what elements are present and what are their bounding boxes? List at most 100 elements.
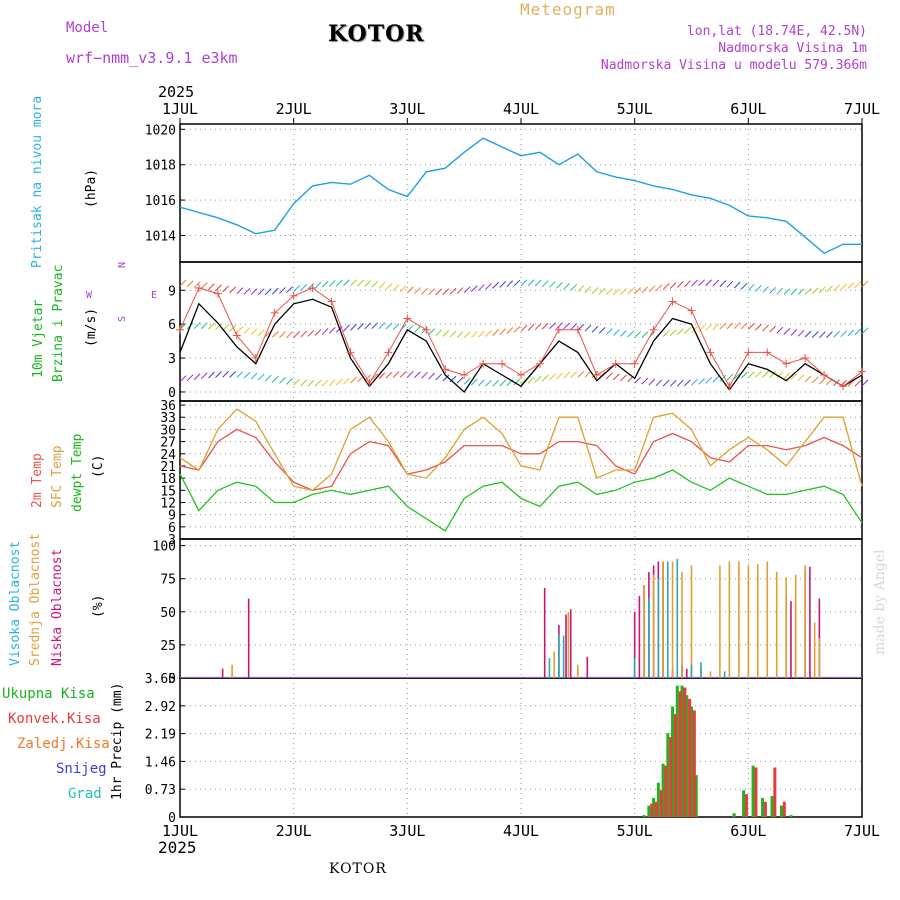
wind-barb — [726, 280, 734, 288]
wind-barb — [655, 379, 663, 387]
wind-barb — [421, 287, 428, 295]
xtick-top: 3JUL — [389, 100, 425, 118]
ytick-label: 0 — [168, 386, 176, 401]
wind-gust-marker — [763, 348, 772, 357]
wind-barb — [705, 279, 713, 287]
wind-barb — [740, 371, 748, 379]
wind-barb — [605, 288, 613, 295]
ytick-label: 33 — [160, 411, 176, 426]
wind-barb — [534, 279, 542, 287]
wind-barb — [272, 330, 279, 338]
wind-barb — [478, 284, 485, 291]
wind-barb — [747, 283, 755, 291]
wind-barb — [414, 287, 421, 294]
model-name: wrf−nmm_v3.9.1 e3km — [66, 49, 238, 67]
wind-barb — [776, 326, 784, 334]
wind-barb — [492, 329, 499, 336]
wind-barb — [620, 288, 627, 296]
model-label: Model — [66, 20, 109, 36]
wind-barb — [747, 371, 755, 379]
wind-barb — [698, 377, 705, 385]
wind-barb — [776, 371, 784, 379]
wind-barb — [861, 379, 869, 387]
wind-barb — [492, 281, 499, 289]
wind-barb — [527, 279, 535, 287]
wind-barb — [392, 323, 400, 330]
wind-barb — [684, 280, 691, 288]
wind-barb — [286, 378, 293, 385]
precip-bar-convective — [664, 765, 668, 817]
wind-barb — [328, 379, 336, 387]
wind-barb — [272, 375, 279, 383]
wind-barb — [797, 374, 805, 382]
precip-bar-convective — [669, 737, 673, 817]
wind-barb — [193, 322, 201, 330]
wind-barb — [243, 287, 251, 295]
wind-gust-marker — [782, 359, 791, 368]
ytick-label: 24 — [160, 448, 176, 463]
ytick-label: 3 — [168, 533, 176, 548]
panel-frame-precip — [179, 677, 863, 818]
wind-barb — [229, 325, 237, 332]
wind-barb — [613, 373, 620, 381]
wind-barb — [584, 324, 592, 332]
station-title: KOTOR — [328, 21, 425, 47]
ytick-label: 0 — [168, 811, 176, 826]
wind-barb — [321, 328, 329, 335]
wind-barb — [428, 288, 435, 295]
wind-barb — [186, 374, 194, 382]
wind-barb — [712, 279, 720, 287]
ytick-label: 25 — [160, 639, 176, 654]
compass-n: N — [117, 262, 128, 268]
ytick-label: 1016 — [145, 194, 176, 209]
wind-gust-marker — [630, 359, 639, 368]
wind-barb — [293, 285, 301, 292]
temp-sfc-line — [179, 408, 863, 492]
wind-barb — [406, 370, 414, 378]
wind-barb — [648, 378, 656, 386]
precip-bar-total — [671, 706, 675, 817]
wind-barb — [811, 331, 819, 338]
pressure-line — [179, 137, 862, 255]
wind-gust-marker — [251, 354, 260, 363]
precip-bar-total — [732, 813, 736, 817]
wind-barb — [257, 329, 265, 337]
wind-barb — [719, 374, 727, 382]
wind-barb — [662, 283, 670, 290]
wind-gust-marker — [611, 359, 620, 368]
compass-e: E — [151, 290, 157, 301]
precip-bar-total — [666, 733, 670, 817]
wind-barb — [307, 379, 315, 387]
wind-barb — [236, 326, 244, 333]
wind-barb — [520, 279, 528, 287]
wind-gust-marker — [649, 325, 658, 334]
precip-bar-total — [647, 805, 651, 817]
wind-barb — [549, 280, 556, 288]
wind-barb — [847, 329, 855, 337]
precip-bar-total — [680, 685, 684, 817]
wind-barb — [222, 285, 229, 293]
wind-barb — [662, 330, 670, 337]
wind-barb — [811, 287, 819, 295]
wind-barb — [591, 287, 599, 294]
wind-barb — [641, 286, 649, 294]
precip-bar-total — [694, 775, 698, 817]
wind-barb — [200, 372, 208, 380]
wind-barb — [676, 328, 684, 336]
legend-frozen-rain: Zaledj.Kisa — [17, 736, 110, 752]
wind-gust-marker — [213, 289, 222, 298]
wind-gust-marker — [422, 325, 431, 334]
wind-barb — [584, 370, 592, 378]
precip-bar-convective — [744, 794, 748, 817]
wind-barb — [719, 322, 727, 330]
precip-bar-total — [779, 805, 783, 817]
wind-barb — [335, 279, 343, 287]
wind-gust-marker — [194, 283, 203, 292]
wind-barb — [343, 324, 350, 332]
wind-barb — [520, 324, 528, 332]
wind-gust-marker — [517, 371, 525, 380]
precip-bar-total — [690, 706, 693, 817]
ytick-label: 0 — [168, 672, 176, 687]
wind-barb — [200, 322, 208, 330]
xtick-bottom: 1JUL — [162, 822, 198, 840]
